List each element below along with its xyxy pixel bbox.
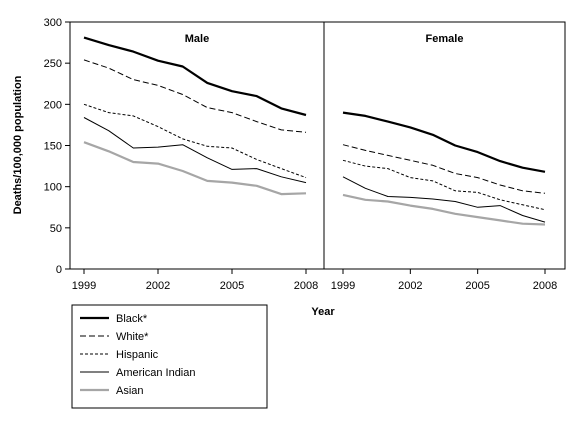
plot-frame — [69, 21, 566, 270]
y-axis-title: Deaths/100,000 population — [12, 75, 24, 214]
y-tick-label: 0 — [56, 264, 62, 276]
legend-label-white: White* — [116, 331, 149, 343]
y-tick-label: 50 — [50, 223, 62, 235]
x-axis-title: Year — [311, 306, 335, 318]
series-line-male-white — [83, 59, 307, 133]
series-line-male-asian — [83, 141, 307, 196]
series-line-male-black — [83, 36, 307, 117]
series-line-female-white — [342, 144, 546, 194]
series-line-female-hispanic — [342, 159, 546, 211]
series-line-female-american-indian — [342, 176, 546, 223]
legend-label-hispanic: Hispanic — [116, 349, 159, 361]
legend-label-black: Black* — [116, 313, 148, 325]
series-line-female-asian — [342, 193, 546, 226]
x-tick-label: 2002 — [398, 280, 422, 292]
series-line-female-black — [342, 111, 546, 173]
series-line-male-hispanic — [83, 103, 307, 179]
panel-title-female: Female — [426, 33, 464, 45]
x-tick-label: 2008 — [294, 280, 318, 292]
x-tick-label: 1999 — [72, 280, 96, 292]
y-tick-label: 200 — [44, 99, 62, 111]
y-tick-label: 100 — [44, 182, 62, 194]
legend-label-asian: Asian — [116, 385, 144, 397]
y-tick-label: 150 — [44, 141, 62, 153]
y-tick-label: 250 — [44, 58, 62, 70]
x-tick-label: 2005 — [465, 280, 489, 292]
series-line-male-american-indian — [83, 117, 307, 184]
x-tick-label: 2005 — [220, 280, 244, 292]
legend-label-american-indian: American Indian — [116, 367, 196, 379]
legend-box — [71, 304, 268, 409]
x-tick-label: 1999 — [331, 280, 355, 292]
panel-title-male: Male — [185, 33, 209, 45]
x-tick-label: 2008 — [533, 280, 557, 292]
y-tick-label: 300 — [44, 17, 62, 29]
x-tick-label: 2002 — [146, 280, 170, 292]
